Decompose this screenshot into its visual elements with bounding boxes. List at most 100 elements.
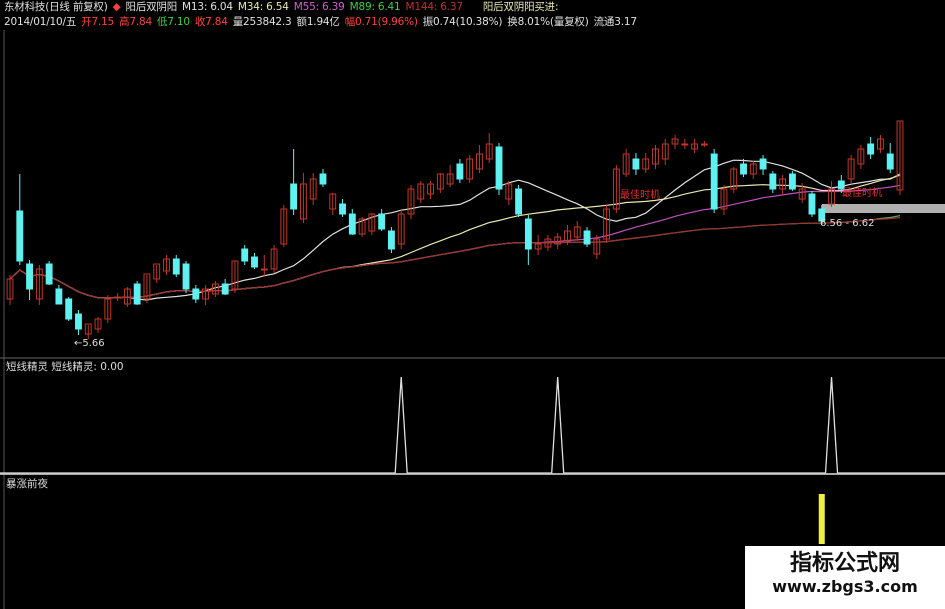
candle-body <box>123 288 131 305</box>
candle <box>231 260 239 293</box>
candle-body <box>808 193 816 215</box>
candle-body <box>730 168 738 190</box>
candle-body <box>877 138 884 150</box>
candle-body <box>485 143 493 160</box>
candle-body <box>847 158 855 180</box>
candle <box>730 167 738 193</box>
candle-body <box>700 143 708 146</box>
candle-body <box>153 263 161 280</box>
candle-body <box>397 213 405 245</box>
stock-title: 东材科技(日线 前复权) <box>4 1 108 13</box>
candle-body <box>299 183 307 220</box>
candle-body <box>182 263 190 290</box>
candle <box>251 253 258 269</box>
candle <box>75 310 82 335</box>
candle <box>759 155 767 175</box>
candle-body <box>45 263 53 285</box>
turnover: 换8.01%(量复权) <box>507 16 589 28</box>
candle-body <box>593 238 601 255</box>
candle <box>524 215 532 265</box>
amplitude: 振0.74(10.38%) <box>422 16 503 28</box>
candle-body <box>622 153 630 175</box>
candle <box>828 181 835 207</box>
candle-body <box>427 183 434 195</box>
candle-body <box>779 178 787 190</box>
candle <box>573 221 581 241</box>
candle <box>857 145 865 169</box>
high: 高7.84 <box>119 16 152 28</box>
candle-body <box>280 208 288 245</box>
candle-body <box>886 153 894 170</box>
candle <box>476 145 483 173</box>
candle-body <box>202 288 210 300</box>
candle <box>642 153 650 173</box>
candle-body <box>260 268 268 271</box>
best-time-label-2: 最佳时机 <box>842 186 882 199</box>
candle <box>221 279 229 295</box>
candle <box>192 285 200 303</box>
candle <box>143 273 151 303</box>
candle <box>886 143 894 173</box>
candle <box>740 159 747 177</box>
candle <box>270 245 278 273</box>
watermark-name: 指标公式网 <box>789 551 900 576</box>
candle-body <box>612 168 620 210</box>
candle <box>622 149 630 177</box>
watermark-url: www.zbgs3.com <box>772 577 918 596</box>
candle <box>123 287 131 307</box>
candle <box>133 281 141 305</box>
candle <box>564 225 571 245</box>
candle-body <box>221 283 229 295</box>
candle-body <box>515 188 523 215</box>
candle-body <box>564 230 571 242</box>
candle <box>387 227 395 253</box>
candle-body <box>583 230 591 245</box>
candle <box>652 145 659 169</box>
ma-label-0: M13: 6.04 <box>182 1 233 13</box>
spike-line <box>0 376 945 474</box>
candle <box>153 263 161 283</box>
candle-body <box>55 288 63 305</box>
candle <box>35 265 43 305</box>
candle-body <box>798 188 806 200</box>
candle-body <box>652 148 659 165</box>
candle <box>280 205 288 247</box>
range-label: 6.56 - 6.62 <box>820 218 875 229</box>
candle-body <box>387 230 395 250</box>
candle <box>583 227 591 247</box>
indicator-name: 阳后双阴阳 <box>125 1 178 13</box>
candle-body <box>407 188 415 215</box>
candle-body <box>857 148 865 165</box>
panel2-title: 短线精灵 <box>6 361 48 373</box>
candle-body <box>554 236 562 245</box>
candle <box>397 209 405 249</box>
change: 幅0.71(9.96%) <box>344 16 418 28</box>
candle <box>417 181 425 203</box>
close: 收7.84 <box>194 16 228 28</box>
candle-body <box>143 273 151 300</box>
candle <box>319 169 327 187</box>
candle-body <box>466 158 474 180</box>
candle <box>877 135 884 153</box>
candle-body <box>524 218 532 250</box>
candle-body <box>436 173 444 190</box>
candle <box>211 281 219 297</box>
candle <box>446 165 454 187</box>
candle-body <box>446 173 454 185</box>
candle-body <box>573 226 581 238</box>
candle-body <box>740 163 747 175</box>
candle-body <box>495 146 503 190</box>
candle <box>329 193 337 215</box>
candle-body <box>896 120 904 191</box>
candle <box>710 149 718 213</box>
candle <box>612 165 620 213</box>
candle-body <box>828 188 835 205</box>
candle-body <box>671 138 679 145</box>
candle-body <box>339 203 346 215</box>
candle-body <box>35 268 43 300</box>
candle <box>427 181 434 199</box>
candle-body <box>104 298 112 320</box>
candle <box>378 209 386 231</box>
candle-body <box>319 173 327 185</box>
